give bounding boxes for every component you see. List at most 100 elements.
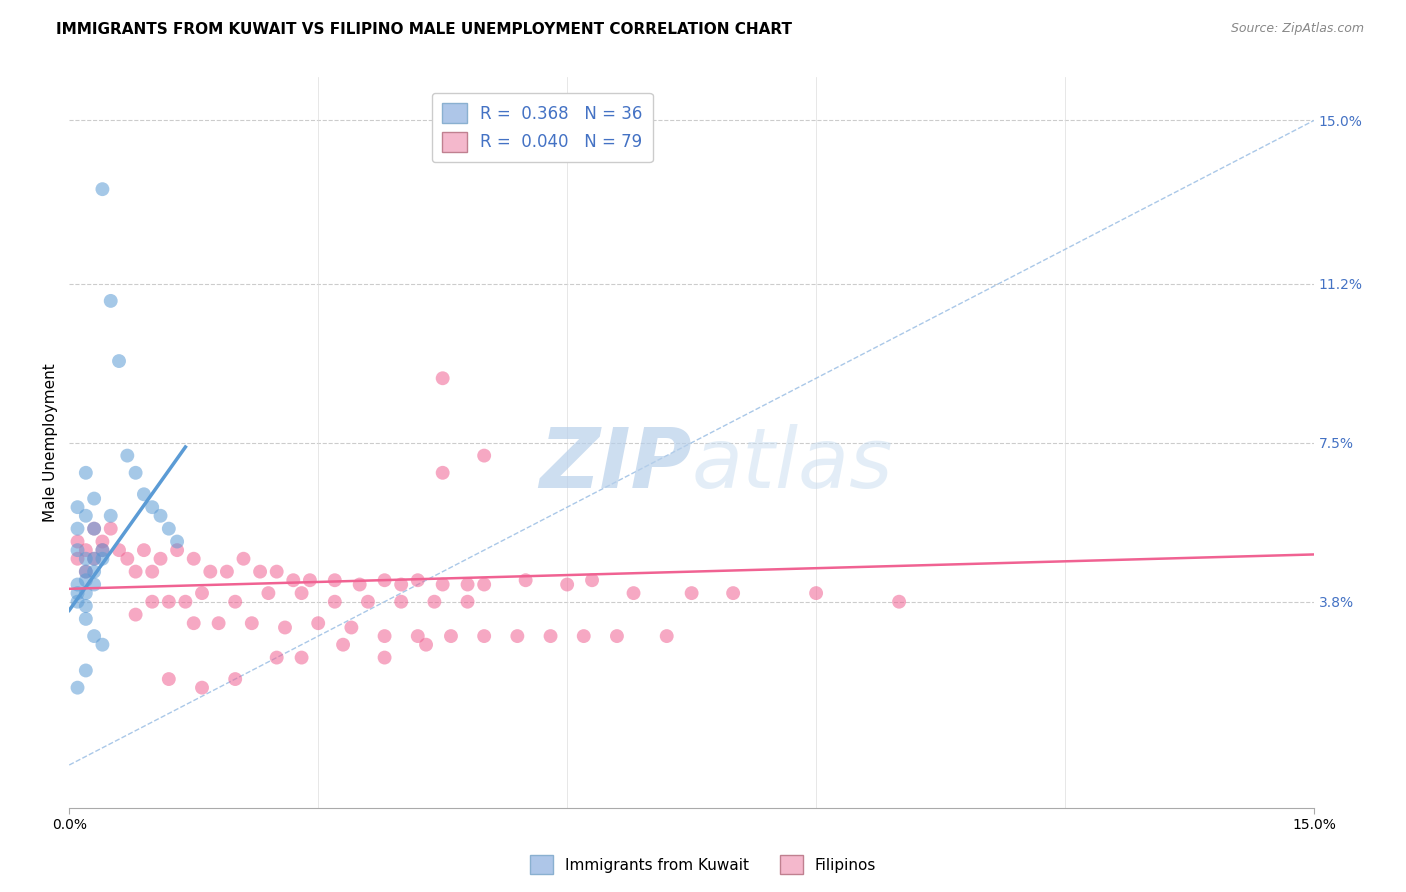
Text: IMMIGRANTS FROM KUWAIT VS FILIPINO MALE UNEMPLOYMENT CORRELATION CHART: IMMIGRANTS FROM KUWAIT VS FILIPINO MALE … [56, 22, 792, 37]
Legend: R =  0.368   N = 36, R =  0.040   N = 79: R = 0.368 N = 36, R = 0.040 N = 79 [432, 93, 652, 162]
Point [357, 595, 380, 609]
Point [75, 543, 97, 558]
Point [91, 543, 114, 558]
Point [66, 595, 89, 609]
Point [83, 551, 105, 566]
Point [83, 577, 105, 591]
Point [283, 573, 305, 587]
Point [274, 620, 297, 634]
Point [515, 573, 537, 587]
Point [100, 293, 122, 308]
Point [415, 638, 437, 652]
Point [83, 491, 105, 506]
Point [457, 577, 479, 591]
Point [75, 565, 97, 579]
Point [191, 586, 214, 600]
Point [75, 599, 97, 613]
Point [887, 595, 910, 609]
Point [432, 371, 454, 385]
Point [340, 620, 363, 634]
Point [581, 573, 603, 587]
Point [555, 577, 578, 591]
Point [432, 577, 454, 591]
Point [266, 650, 288, 665]
Point [472, 577, 495, 591]
Y-axis label: Male Unemployment: Male Unemployment [44, 363, 58, 522]
Point [423, 595, 446, 609]
Point [91, 543, 114, 558]
Point [323, 595, 346, 609]
Point [623, 586, 645, 600]
Point [66, 522, 89, 536]
Text: Source: ZipAtlas.com: Source: ZipAtlas.com [1230, 22, 1364, 36]
Point [166, 543, 188, 558]
Point [91, 534, 114, 549]
Point [240, 616, 263, 631]
Point [141, 500, 163, 515]
Point [374, 650, 396, 665]
Point [389, 577, 412, 591]
Point [108, 354, 131, 368]
Point [472, 449, 495, 463]
Legend: Immigrants from Kuwait, Filipinos: Immigrants from Kuwait, Filipinos [524, 849, 882, 880]
Point [108, 543, 131, 558]
Point [157, 522, 180, 536]
Point [100, 508, 122, 523]
Point [75, 551, 97, 566]
Point [124, 607, 146, 622]
Point [183, 551, 205, 566]
Point [83, 565, 105, 579]
Point [257, 586, 280, 600]
Point [200, 565, 222, 579]
Point [75, 466, 97, 480]
Point [681, 586, 703, 600]
Point [124, 466, 146, 480]
Point [100, 522, 122, 536]
Point [141, 565, 163, 579]
Point [66, 534, 89, 549]
Point [117, 449, 139, 463]
Point [655, 629, 678, 643]
Point [75, 586, 97, 600]
Point [132, 487, 155, 501]
Point [157, 672, 180, 686]
Point [166, 534, 188, 549]
Point [66, 577, 89, 591]
Point [349, 577, 371, 591]
Point [291, 650, 314, 665]
Point [83, 522, 105, 536]
Point [75, 565, 97, 579]
Point [66, 586, 89, 600]
Text: atlas: atlas [692, 424, 893, 505]
Point [374, 629, 396, 643]
Point [124, 565, 146, 579]
Point [132, 543, 155, 558]
Point [307, 616, 329, 631]
Point [83, 629, 105, 643]
Point [66, 543, 89, 558]
Point [606, 629, 628, 643]
Point [472, 629, 495, 643]
Point [191, 681, 214, 695]
Point [432, 466, 454, 480]
Point [117, 551, 139, 566]
Point [75, 612, 97, 626]
Point [157, 595, 180, 609]
Point [141, 595, 163, 609]
Point [374, 573, 396, 587]
Point [66, 551, 89, 566]
Point [83, 551, 105, 566]
Point [174, 595, 197, 609]
Point [721, 586, 744, 600]
Point [224, 595, 246, 609]
Point [232, 551, 254, 566]
Point [66, 500, 89, 515]
Point [215, 565, 238, 579]
Point [298, 573, 321, 587]
Point [440, 629, 463, 643]
Point [249, 565, 271, 579]
Point [506, 629, 529, 643]
Point [66, 681, 89, 695]
Point [406, 629, 429, 643]
Point [75, 664, 97, 678]
